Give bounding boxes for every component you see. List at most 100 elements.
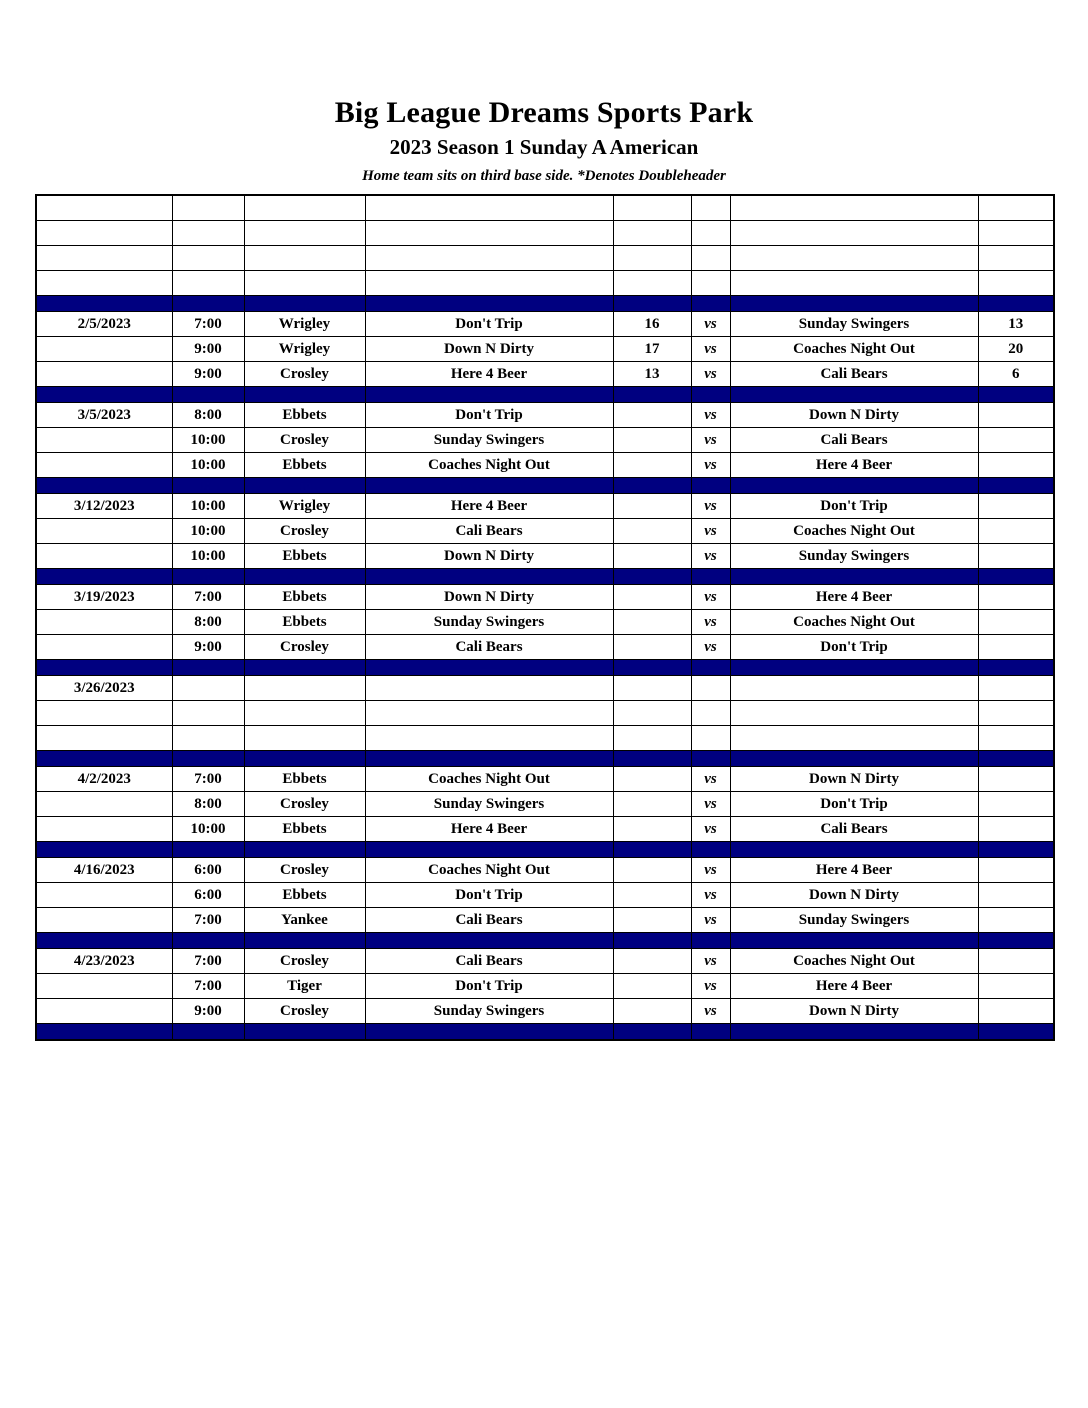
week-separator	[35, 659, 1055, 676]
cell-home_score	[612, 675, 692, 701]
cell-time	[171, 700, 245, 726]
table-row: 3/26/2023	[35, 675, 1055, 701]
cell-vs: vs	[690, 907, 731, 933]
separator-cell	[243, 1023, 366, 1041]
cell-away: Sunday Swingers	[729, 311, 979, 337]
cell-replica	[243, 270, 366, 296]
column-header-away_score: Score	[977, 194, 1055, 221]
separator-cell	[690, 1023, 731, 1041]
cell-away: Cali Bears	[729, 816, 979, 842]
cell-home_score: 17	[612, 336, 692, 362]
separator-cell	[243, 932, 366, 949]
cell-away_score	[977, 973, 1055, 999]
cell-date	[35, 907, 173, 933]
cell-replica: Ebbets	[243, 882, 366, 908]
separator-cell	[977, 295, 1055, 312]
table-row: 4/2/2023 7:00 Ebbets Coaches Night Out vs Dow…	[35, 766, 1055, 792]
cell-home_score	[612, 998, 692, 1024]
table-row: 10:00 Ebbets Here 4 Beer vs Cali Bears	[35, 816, 1055, 842]
table-row	[35, 245, 1055, 271]
cell-date: 4/2/2023	[35, 766, 173, 792]
cell-date: 3/5/2023	[35, 402, 173, 428]
table-row: 10:00 Ebbets Down N Dirty vs Sunday Swingers	[35, 543, 1055, 569]
separator-cell	[364, 568, 614, 585]
week-separator	[35, 932, 1055, 949]
separator-cell	[977, 659, 1055, 676]
cell-date	[35, 427, 173, 453]
cell-home_score	[612, 857, 692, 883]
cell-away_score	[977, 700, 1055, 726]
separator-cell	[977, 568, 1055, 585]
cell-time: 10:00	[171, 427, 245, 453]
cell-date	[35, 452, 173, 478]
separator-cell	[729, 841, 979, 858]
separator-cell	[364, 659, 614, 676]
cell-replica: Crosley	[243, 998, 366, 1024]
cell-away: Here 4 Beer	[729, 584, 979, 610]
separator-cell	[171, 568, 245, 585]
cell-home_score	[612, 725, 692, 751]
cell-replica: Ebbets	[243, 609, 366, 635]
cell-vs: vs	[690, 427, 731, 453]
cell-away: Sunday Swingers	[729, 543, 979, 569]
cell-time: 10:00	[171, 543, 245, 569]
cell-vs: vs	[690, 336, 731, 362]
table-row	[35, 270, 1055, 296]
table-row: 2/5/2023 7:00 Wrigley Don't Trip 16 vs Sunday …	[35, 311, 1055, 337]
table-row: 9:00 Wrigley Down N Dirty 17 vs Coaches Night…	[35, 336, 1055, 362]
cell-vs: vs	[690, 518, 731, 544]
week-separator	[35, 1023, 1055, 1041]
cell-vs: vs	[690, 361, 731, 387]
cell-home	[364, 245, 614, 271]
cell-date	[35, 361, 173, 387]
cell-time	[171, 220, 245, 246]
cell-vs	[690, 725, 731, 751]
cell-away: Coaches Night Out	[729, 518, 979, 544]
cell-date	[35, 609, 173, 635]
separator-cell	[690, 932, 731, 949]
cell-home_score	[612, 948, 692, 974]
column-header-replica: Replica	[243, 194, 366, 221]
cell-home: Sunday Swingers	[364, 998, 614, 1024]
table-row	[35, 725, 1055, 751]
cell-home: Don't Trip	[364, 311, 614, 337]
cell-date: 3/26/2023	[35, 675, 173, 701]
cell-replica: Crosley	[243, 791, 366, 817]
cell-replica: Ebbets	[243, 766, 366, 792]
cell-time: 7:00	[171, 584, 245, 610]
cell-home: Here 4 Beer	[364, 493, 614, 519]
separator-cell	[729, 477, 979, 494]
separator-cell	[35, 1023, 173, 1041]
cell-home_score	[612, 816, 692, 842]
table-row: 3/19/2023 7:00 Ebbets Down N Dirty vs Here 4 …	[35, 584, 1055, 610]
table-row: 9:00 Crosley Here 4 Beer 13 vs Cali Bears 6	[35, 361, 1055, 387]
cell-away_score	[977, 675, 1055, 701]
column-header-time: Time	[171, 194, 245, 221]
cell-date	[35, 336, 173, 362]
cell-vs: vs	[690, 998, 731, 1024]
cell-vs: vs	[690, 493, 731, 519]
cell-home_score	[612, 634, 692, 660]
cell-away_score	[977, 402, 1055, 428]
separator-cell	[171, 932, 245, 949]
separator-cell	[364, 841, 614, 858]
cell-home_score	[612, 609, 692, 635]
cell-vs: vs	[690, 452, 731, 478]
separator-cell	[612, 295, 692, 312]
cell-date	[35, 220, 173, 246]
cell-away: Down N Dirty	[729, 766, 979, 792]
separator-cell	[729, 1023, 979, 1041]
cell-away: Don't Trip	[729, 791, 979, 817]
cell-replica: Crosley	[243, 427, 366, 453]
cell-away	[729, 245, 979, 271]
cell-away_score: 13	[977, 311, 1055, 337]
cell-replica: Crosley	[243, 361, 366, 387]
separator-cell	[977, 841, 1055, 858]
table-row: 7:00 Yankee Cali Bears vs Sunday Swingers	[35, 907, 1055, 933]
separator-cell	[690, 750, 731, 767]
separator-cell	[171, 477, 245, 494]
cell-date	[35, 634, 173, 660]
cell-away_score	[977, 245, 1055, 271]
cell-vs: vs	[690, 584, 731, 610]
separator-cell	[171, 750, 245, 767]
